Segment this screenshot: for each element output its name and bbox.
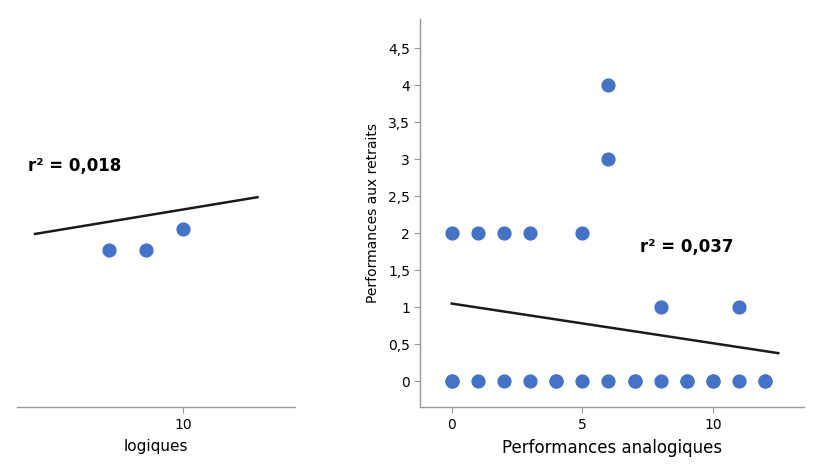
Point [654, 304, 667, 311]
Point [497, 378, 511, 385]
Point [549, 378, 563, 385]
Point [628, 378, 641, 385]
Point [446, 229, 459, 237]
Point [733, 304, 746, 311]
Point [602, 155, 615, 163]
Point [524, 378, 537, 385]
Text: r² = 0,018: r² = 0,018 [27, 157, 121, 175]
Point [102, 246, 116, 254]
Point [139, 246, 153, 254]
Point [654, 378, 667, 385]
Point [446, 378, 459, 385]
Point [759, 378, 772, 385]
X-axis label: logiques: logiques [123, 439, 188, 453]
Point [549, 378, 563, 385]
Point [576, 229, 589, 237]
Point [177, 225, 190, 233]
Point [497, 229, 511, 237]
Point [471, 378, 484, 385]
X-axis label: Performances analogiques: Performances analogiques [502, 439, 723, 456]
Point [524, 229, 537, 237]
Point [706, 378, 719, 385]
Point [446, 378, 459, 385]
Point [681, 378, 694, 385]
Point [628, 378, 641, 385]
Point [759, 378, 772, 385]
Point [681, 378, 694, 385]
Point [733, 378, 746, 385]
Point [471, 229, 484, 237]
Text: r² = 0,037: r² = 0,037 [640, 238, 733, 256]
Point [706, 378, 719, 385]
Point [576, 378, 589, 385]
Y-axis label: Performances aux retraits: Performances aux retraits [365, 123, 380, 303]
Point [602, 81, 615, 89]
Point [602, 378, 615, 385]
